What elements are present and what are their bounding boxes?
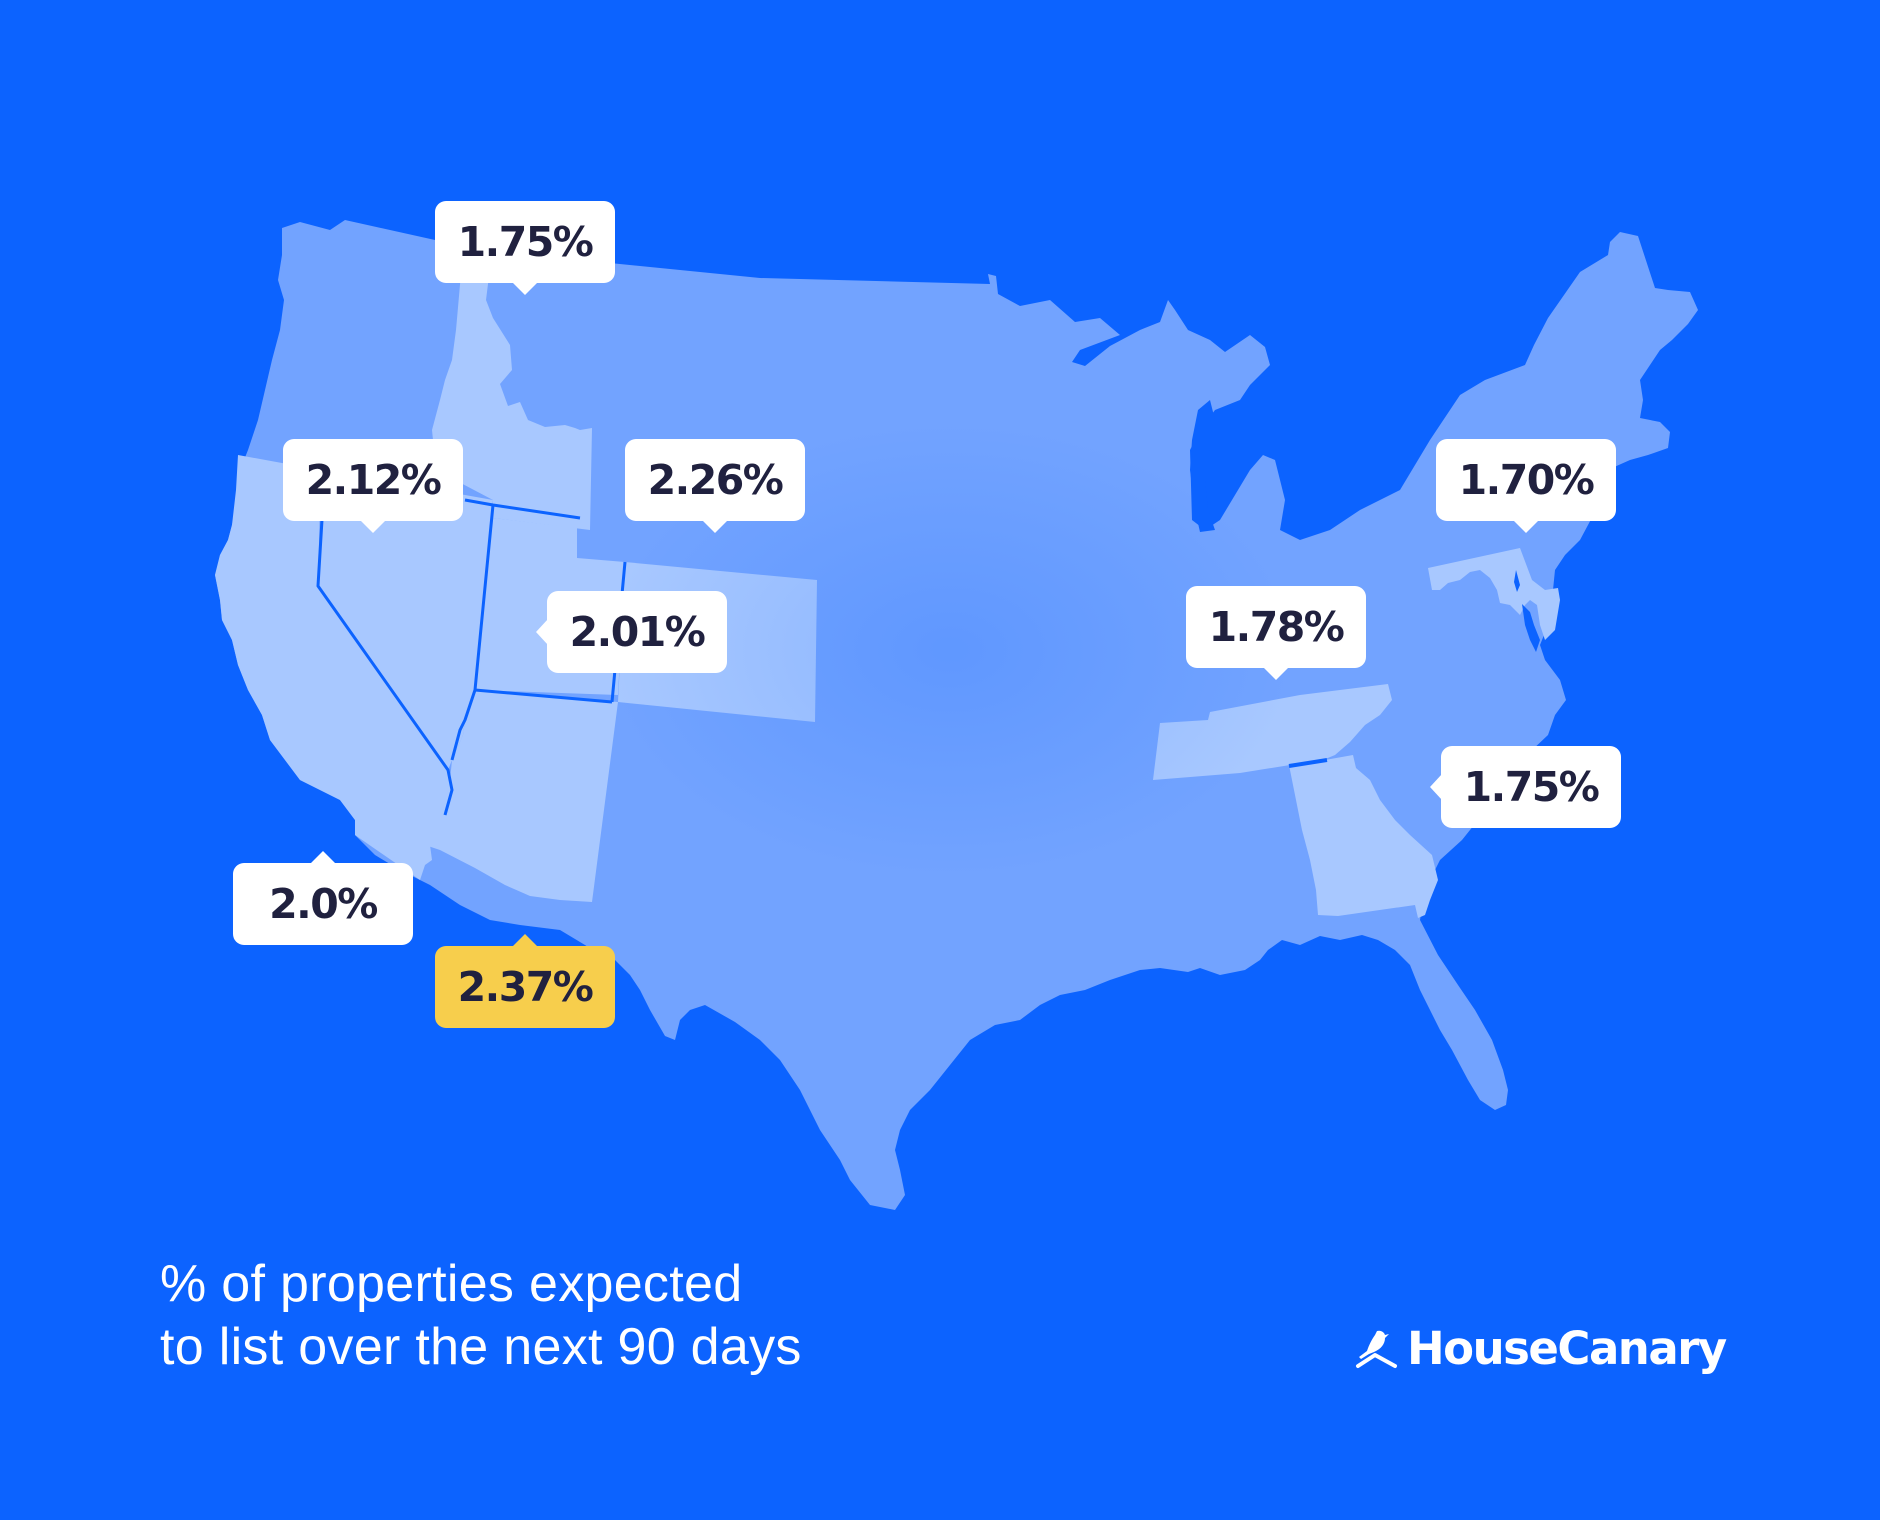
callout-georgia: 1.75% xyxy=(1430,746,1621,828)
state-arizona xyxy=(425,690,618,902)
caption-line-1: % of properties expected xyxy=(160,1255,743,1313)
callout-value: 2.37% xyxy=(457,963,594,1011)
callout-utah: 2.01% xyxy=(536,591,727,673)
callout-arizona-top: 2.37% xyxy=(435,934,615,1028)
callout-pointer xyxy=(702,520,728,533)
callout-maryland: 1.70% xyxy=(1436,439,1616,533)
state-maryland xyxy=(1428,548,1560,640)
state-tennessee xyxy=(1153,684,1392,780)
callout-value: 1.78% xyxy=(1208,603,1345,651)
callout-pointer xyxy=(360,520,386,533)
callout-pointer xyxy=(536,619,548,645)
callout-value: 2.01% xyxy=(569,608,706,656)
great-lakes xyxy=(1190,400,1215,532)
state-idaho xyxy=(432,262,592,530)
callout-pointer xyxy=(512,282,538,295)
state-georgia xyxy=(1289,755,1438,918)
callout-value: 2.0% xyxy=(269,880,378,928)
callout-idaho: 1.75% xyxy=(435,201,615,295)
lake-michigan xyxy=(1190,400,1215,532)
callout-value: 1.70% xyxy=(1458,456,1595,504)
caption-line-2: to list over the next 90 days xyxy=(160,1318,802,1376)
callout-pointer xyxy=(1430,774,1442,800)
canary-bird-icon xyxy=(1356,1330,1397,1368)
callout-value: 1.75% xyxy=(457,218,594,266)
brand-name: HouseCanary xyxy=(1407,1322,1727,1375)
callout-colorado: 2.26% xyxy=(625,439,805,533)
callout-value: 2.12% xyxy=(305,456,442,504)
callout-value: 1.75% xyxy=(1463,763,1600,811)
map-caption: % of properties expected to list over th… xyxy=(160,1253,802,1379)
callout-pointer xyxy=(512,934,538,947)
callout-nevada: 2.12% xyxy=(283,439,463,533)
state-nevada xyxy=(318,470,493,770)
brand-logo: HouseCanary xyxy=(1355,1322,1727,1375)
state-california xyxy=(215,455,455,880)
callout-tennessee: 1.78% xyxy=(1186,586,1366,680)
chesapeake-bay xyxy=(1514,570,1540,652)
callout-pointer xyxy=(310,851,336,864)
callout-pointer xyxy=(1263,667,1289,680)
callout-pointer xyxy=(1513,520,1539,533)
callout-california: 2.0% xyxy=(233,851,413,945)
tn-ga-border xyxy=(1288,758,1328,768)
callout-value: 2.26% xyxy=(647,456,784,504)
